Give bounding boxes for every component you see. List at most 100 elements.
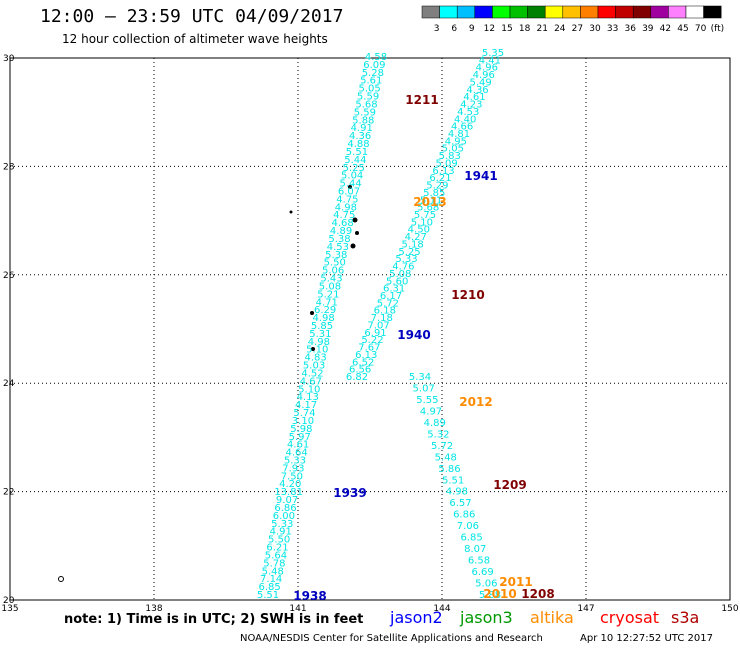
wave-height-value: 5.08 <box>389 269 411 280</box>
wave-height-value: 6.21 <box>266 543 288 554</box>
wave-height-value: 6.21 <box>429 173 451 184</box>
wave-height-value: 6.09 <box>363 60 385 71</box>
wave-height-value: 5.59 <box>354 107 376 118</box>
island <box>289 210 293 214</box>
wave-height-value: 5.06 <box>322 266 344 277</box>
wave-height-value: 5.10 <box>306 345 328 356</box>
lon-tick-label: 138 <box>145 604 162 614</box>
wave-height-value: 4.75 <box>336 194 358 205</box>
lon-tick-label: 150 <box>721 604 738 614</box>
wave-height-value: 5.97 <box>289 432 311 443</box>
wave-height-value: 6.07 <box>338 187 360 198</box>
wave-height-value: 5.38 <box>325 250 347 261</box>
wave-height-value: 13.81 <box>274 487 303 498</box>
wave-height-value: 5.48 <box>262 566 284 577</box>
wave-height-value: 6.29 <box>314 305 336 316</box>
wave-height-value: 4.89 <box>424 418 446 429</box>
wave-height-value: 3.10 <box>292 416 314 427</box>
wave-height-value: 5.55 <box>416 395 438 406</box>
wave-height-value: 5.38 <box>328 234 350 245</box>
wave-height-value: 4.71 <box>316 297 338 308</box>
wave-height-value: 5.35 <box>482 48 504 59</box>
colorbar-label: 24 <box>554 24 566 34</box>
wave-height-value: 6.56 <box>349 365 371 376</box>
wave-height-value: 4.75 <box>333 210 355 221</box>
lat-tick-label: 30 <box>3 54 15 64</box>
wave-height-value: 4.40 <box>454 114 476 125</box>
wave-height-value: 5.68 <box>417 203 439 214</box>
colorbar-swatch <box>580 5 599 19</box>
wave-height-value: 4.96 <box>473 70 495 81</box>
wave-height-value: 5.31 <box>309 329 331 340</box>
colorbar-swatch <box>544 5 564 19</box>
wave-height-value: 5.61 <box>360 76 382 87</box>
wave-height-value: 6.86 <box>274 503 296 514</box>
wave-height-value: 6.13 <box>355 350 377 361</box>
legend-cryosat: cryosat <box>600 608 660 627</box>
colorbar-unit: (ft) <box>711 24 725 34</box>
legend-jason2: jason2 <box>390 608 443 627</box>
wave-height-value: 5.11 <box>420 195 442 206</box>
lon-tick-label: 135 <box>1 604 18 614</box>
wave-height-value: 4.36 <box>466 85 488 96</box>
wave-height-value: 5.25 <box>398 247 420 258</box>
colorbar-label: 42 <box>660 24 671 34</box>
colorbar-label: 36 <box>624 24 636 34</box>
wave-height-value: 6.82 <box>346 372 368 383</box>
wave-height-value: 5.06 <box>475 579 497 590</box>
colorbar-label: 33 <box>607 24 618 34</box>
pass-time-label: 2012 <box>459 395 492 409</box>
colorbar-swatch <box>562 5 581 19</box>
wave-height-value: 6.69 <box>471 567 493 578</box>
wave-height-value: 4.89 <box>330 226 352 237</box>
colorbar-swatch <box>527 5 546 19</box>
lat-tick-label: 22 <box>3 488 14 498</box>
colorbar-swatch <box>632 5 652 19</box>
wave-height-value: 5.86 <box>438 464 460 475</box>
wave-height-value: 4.76 <box>392 262 414 273</box>
wave-height-value: 5.28 <box>362 68 384 79</box>
island <box>58 576 64 582</box>
island <box>348 185 352 189</box>
wave-height-value: 5.50 <box>268 535 290 546</box>
wave-height-value: 5.51 <box>442 475 464 486</box>
wave-height-value: 4.67 <box>300 376 322 387</box>
islands <box>58 185 359 582</box>
wave-height-value: 4.81 <box>448 129 470 140</box>
pass-time-label: 1939 <box>333 486 366 500</box>
pass-time-label: 1940 <box>397 328 430 342</box>
wave-height-value: 5.49 <box>470 77 492 88</box>
wave-height-value: 5.07 <box>413 383 435 394</box>
wave-height-value: 5.10 <box>298 384 320 395</box>
colorbar-swatch <box>509 5 528 19</box>
wave-height-value: 6.13 <box>432 166 454 177</box>
wave-height-value: 7.14 <box>260 574 282 585</box>
wave-height-value: 5.51 <box>346 147 368 158</box>
pass-time-label: 1210 <box>451 288 484 302</box>
wave-height-value: 7.50 <box>281 471 303 482</box>
colorbar-swatch <box>439 5 458 19</box>
wave-height-value: 5.33 <box>271 519 293 530</box>
wave-height-value: 4.58 <box>365 52 387 63</box>
wave-height-value: 4.97 <box>420 406 442 417</box>
wave-height-value: 4.66 <box>451 122 473 133</box>
island <box>350 243 356 249</box>
page-title: 12:00 – 23:59 UTC 04/09/2017 <box>40 6 344 27</box>
lon-tick-label: 141 <box>289 604 306 614</box>
legend-s3a: s3a <box>671 608 700 627</box>
wave-height-value: 5.34 <box>409 372 431 383</box>
wave-height-value: 4.13 <box>297 392 319 403</box>
wave-height-value: 5.09 <box>436 158 458 169</box>
wave-height-value: 4.98 <box>312 313 334 324</box>
wave-height-value: 5.51 <box>257 590 279 601</box>
wave-height-value: 4.83 <box>305 353 327 364</box>
colorbar-label: 15 <box>501 24 512 34</box>
pass-time-label: 1941 <box>464 169 497 183</box>
wave-height-value: 5.78 <box>263 558 285 569</box>
wave-height-value: 9.07 <box>276 495 298 506</box>
page-subtitle: 12 hour collection of altimeter wave hei… <box>62 32 328 46</box>
wave-height-value: 5.22 <box>361 335 383 346</box>
colorbar-label: 12 <box>484 24 495 34</box>
wave-height-value: 6.91 <box>364 328 386 339</box>
